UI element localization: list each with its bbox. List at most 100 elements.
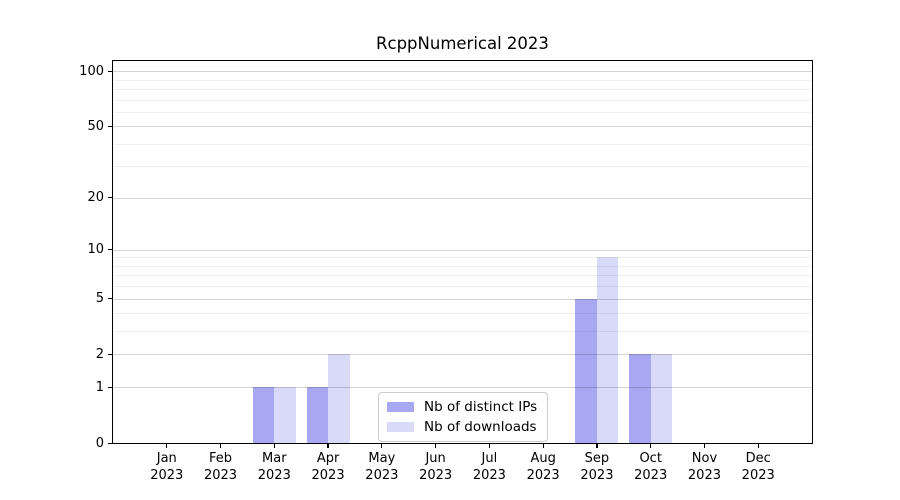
plot-area: [112, 60, 813, 444]
gridline-minor-80: [113, 88, 812, 90]
xtick-mark-feb: [219, 443, 222, 448]
gridline-minor-7: [113, 275, 812, 277]
ytick-label-10: 10: [87, 242, 104, 258]
gridline-minor-6: [113, 286, 812, 288]
xtick-year-feb: 2023: [203, 468, 238, 483]
gridline-minor-30: [113, 166, 812, 168]
legend: Nb of distinct IPs Nb of downloads: [378, 392, 549, 442]
bar-distinct-ips-sep: [575, 298, 597, 443]
legend-item-distinct-ips: Nb of distinct IPs: [387, 399, 537, 415]
gridline-major-2: [113, 354, 812, 356]
xtick-month-jan: Jan: [156, 451, 177, 466]
xtick-mark-jul: [488, 443, 490, 448]
ytick-label-50: 50: [87, 118, 104, 134]
gridline-major-1: [113, 387, 812, 389]
gridline-major-5: [113, 298, 812, 300]
xtick-mark-may: [381, 443, 383, 448]
ytick-mark-0: [108, 442, 113, 444]
xtick-mark-nov: [703, 443, 706, 448]
xtick-label-feb: Feb 2023: [189, 450, 253, 484]
bar-distinct-ips-oct: [629, 354, 651, 443]
gridline-major-10: [113, 249, 812, 251]
ytick-label-20: 20: [87, 190, 104, 206]
bar-downloads-mar: [274, 387, 296, 443]
xtick-mark-jan: [166, 443, 168, 448]
xtick-label-dec: Dec 2023: [726, 450, 790, 484]
ytick-mark-20: [108, 197, 113, 199]
gridline-minor-3: [113, 331, 812, 333]
xtick-month-feb: Feb: [209, 451, 233, 466]
legend-item-downloads: Nb of downloads: [387, 419, 537, 435]
xtick-month-dec: Dec: [745, 451, 771, 466]
xtick-mark-jun: [435, 443, 437, 448]
bar-downloads-apr: [328, 354, 350, 443]
xtick-year-nov: 2023: [687, 468, 721, 483]
gridline-minor-8: [113, 265, 812, 267]
legend-swatch-distinct-ips: [387, 402, 414, 412]
gridline-minor-60: [113, 111, 812, 113]
legend-label-distinct-ips: Nb of distinct IPs: [424, 399, 538, 415]
xtick-month-oct: Oct: [639, 451, 662, 466]
ytick-mark-100: [108, 70, 113, 72]
gridline-minor-40: [113, 143, 812, 145]
xtick-mark-oct: [650, 443, 652, 448]
xtick-label-apr: Apr 2023: [296, 450, 360, 484]
gridline-minor-9: [113, 257, 812, 259]
xtick-year-dec: 2023: [741, 468, 775, 483]
ytick-label-0: 0: [95, 435, 104, 451]
ytick-label-5: 5: [95, 291, 104, 307]
xtick-label-jun: Jun 2023: [404, 450, 468, 484]
xtick-mark-apr: [327, 443, 329, 448]
gridline-major-50: [113, 126, 812, 128]
xtick-label-aug: Aug 2023: [511, 450, 575, 484]
gridline-minor-70: [113, 99, 812, 101]
xtick-month-mar: Mar: [262, 451, 287, 466]
xtick-month-jul: Jul: [481, 451, 498, 466]
chart-title: RcppNumerical 2023: [376, 34, 549, 53]
bar-distinct-ips-mar: [252, 387, 275, 443]
gridline-major-20: [113, 197, 812, 199]
xtick-label-nov: Nov 2023: [672, 450, 736, 484]
xtick-month-apr: Apr: [316, 451, 340, 466]
ytick-mark-5: [108, 298, 113, 300]
xtick-year-jan: 2023: [150, 468, 184, 483]
bar-distinct-ips-apr: [306, 387, 329, 443]
xtick-mark-dec: [757, 443, 759, 448]
gridline-minor-90: [113, 79, 812, 81]
xtick-year-jun: 2023: [419, 468, 453, 483]
xtick-month-sep: Sep: [584, 451, 610, 466]
xtick-month-nov: Nov: [691, 451, 718, 466]
xtick-year-mar: 2023: [257, 468, 291, 483]
xtick-label-jul: Jul 2023: [457, 450, 521, 484]
legend-label-downloads: Nb of downloads: [424, 419, 537, 435]
xtick-label-jan: Jan 2023: [135, 450, 199, 484]
xtick-label-oct: Oct 2023: [619, 450, 683, 484]
xtick-label-sep: Sep 2023: [565, 450, 629, 484]
ytick-mark-1: [108, 386, 113, 388]
xtick-mark-sep: [596, 443, 598, 448]
xtick-label-may: May 2023: [350, 450, 414, 484]
xtick-mark-aug: [542, 443, 544, 448]
gridline-major-100: [113, 71, 812, 73]
legend-swatch-downloads: [387, 422, 414, 432]
xtick-label-mar: Mar 2023: [242, 450, 306, 484]
xtick-month-may: May: [368, 451, 396, 466]
bar-downloads-oct: [650, 354, 673, 443]
ytick-label-100: 100: [79, 63, 104, 79]
xtick-year-apr: 2023: [311, 468, 345, 483]
xtick-mark-mar: [273, 443, 275, 448]
ytick-label-1: 1: [95, 379, 104, 395]
ytick-mark-2: [108, 353, 113, 356]
xtick-year-aug: 2023: [526, 468, 560, 483]
ytick-mark-50: [108, 125, 113, 127]
xtick-month-jun: Jun: [425, 451, 446, 466]
ytick-mark-10: [108, 249, 113, 251]
gridline-minor-4: [113, 313, 812, 315]
xtick-year-sep: 2023: [580, 468, 614, 483]
ytick-label-2: 2: [95, 346, 104, 362]
bar-downloads-sep: [596, 257, 619, 443]
xtick-year-jul: 2023: [472, 468, 506, 483]
xtick-year-may: 2023: [365, 468, 399, 483]
xtick-month-aug: Aug: [530, 451, 556, 466]
